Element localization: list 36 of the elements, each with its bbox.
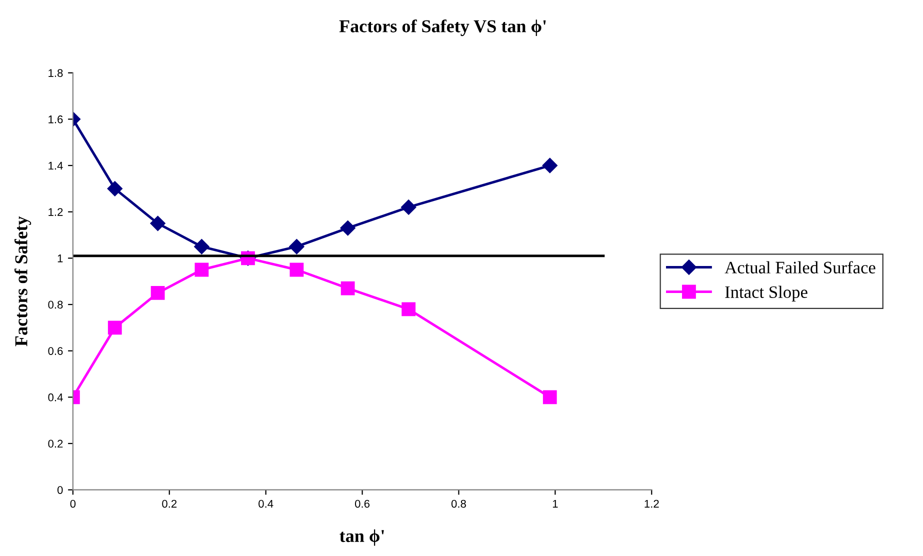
y-tick-label: 1.2 <box>48 208 63 216</box>
y-tick-label: 0.2 <box>48 440 63 448</box>
y-tick-label: 0.6 <box>48 347 63 355</box>
x-tick-label: 0.2 <box>162 500 177 508</box>
x-axis-title: tan ϕ' <box>340 529 384 546</box>
point <box>108 320 122 335</box>
point <box>290 262 304 277</box>
y-tick-label: 1.6 <box>48 115 63 124</box>
y-tick-label: 1 <box>58 254 63 262</box>
x-tick-label: 1 <box>552 500 558 508</box>
x-tick-label: 0.4 <box>258 500 274 508</box>
x-tick-label: 1.2 <box>644 500 659 508</box>
x-tick-label: 0 <box>70 500 76 508</box>
point <box>150 216 166 231</box>
y-tick-label: 1.4 <box>48 162 63 170</box>
point <box>340 220 356 236</box>
point <box>194 262 209 277</box>
point <box>107 181 122 196</box>
y-axis-title: Factors of Safety <box>14 216 32 346</box>
point <box>340 281 355 296</box>
point <box>401 200 416 215</box>
y-tick-label: 1.8 <box>48 69 63 77</box>
point <box>289 239 304 254</box>
point <box>542 390 557 404</box>
legend-label: Intact Slope <box>725 286 808 302</box>
y-tick-label: 0.8 <box>48 300 63 309</box>
x-tick-label: 0.6 <box>354 500 370 508</box>
point <box>150 286 165 300</box>
point <box>194 239 210 254</box>
point <box>402 302 416 316</box>
y-tick-label: 0 <box>57 486 63 494</box>
legend-label: Actual Failed Surface <box>724 261 876 274</box>
x-tick-label: 0.8 <box>451 500 466 508</box>
point <box>542 158 558 174</box>
y-tick-label: 0.4 <box>48 393 63 402</box>
chart-title: Factors of Safety VS tan ϕ' <box>339 19 546 36</box>
